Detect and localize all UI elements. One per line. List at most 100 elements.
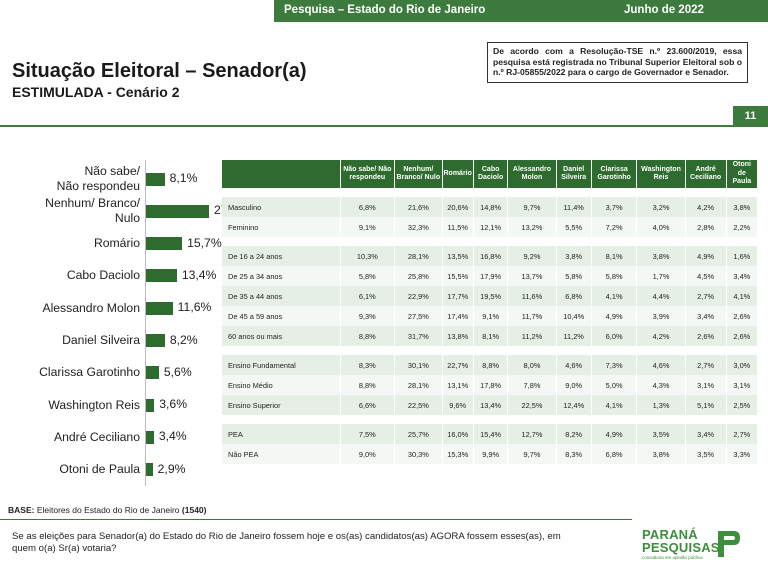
table-cell: 8,1%	[591, 246, 638, 266]
table-cell: 8,2%	[556, 424, 592, 444]
row-label: De 35 a 44 anos	[222, 286, 341, 306]
bar-label: Não sabe/Não respondeu	[56, 164, 140, 193]
table-cell: 2,6%	[685, 326, 727, 346]
row-label: Ensino Médio	[222, 375, 341, 395]
table-cell: 8,8%	[340, 326, 396, 346]
table-cell: 14,8%	[473, 197, 509, 217]
table-cell: 15,5%	[442, 266, 474, 286]
table-cell: 3,8%	[556, 246, 592, 266]
table-cell: 13,2%	[507, 217, 557, 237]
table-cell: 5,0%	[591, 375, 638, 395]
table-row: De 16 a 24 anos 10,3% 28,1% 13,5% 16,8% 9,2% 3…	[222, 246, 759, 266]
row-label: 60 anos ou mais	[222, 326, 341, 346]
group-spacer	[222, 237, 758, 246]
base-note: BASE: Eleitores do Estado do Rio de Jane…	[8, 505, 206, 515]
crosstab-table: Não sabe/ Não respondeu Nenhum/ Branco/ N…	[222, 160, 759, 464]
bar	[146, 366, 159, 380]
table-cell: 8,8%	[473, 355, 509, 375]
table-row: De 45 a 59 anos 9,3% 27,5% 17,4% 9,1% 11,7% 10…	[222, 306, 759, 326]
table-cell: 3,1%	[685, 375, 727, 395]
table-cell: 6,8%	[556, 286, 592, 306]
header-date: Junho de 2022	[624, 4, 704, 16]
table-row: Ensino Fundamental 8,3% 30,1% 22,7% 8,8% 8,0%…	[222, 355, 759, 375]
table-cell: 15,3%	[442, 444, 474, 464]
table-cell: 7,8%	[507, 375, 557, 395]
table-cell: 9,9%	[473, 444, 509, 464]
table-cell: 3,8%	[636, 246, 686, 266]
bar-value-label: 2,9%	[157, 461, 186, 476]
table-cell: 21,6%	[394, 197, 443, 217]
table-cell: 11,7%	[507, 306, 557, 326]
table-header-row: Não sabe/ Não respondeu Nenhum/ Branco/ N…	[222, 160, 759, 188]
bar-label: Alessandro Molon	[42, 300, 140, 315]
table-cell: 25,7%	[394, 424, 443, 444]
table-column-header: Alessandro Molon	[507, 160, 557, 188]
table-column-header: Washington Reis	[636, 160, 686, 188]
table-cell: 4,5%	[685, 266, 727, 286]
row-label: Feminino	[222, 217, 341, 237]
table-cell: 2,7%	[685, 286, 727, 306]
table-cell: 3,0%	[726, 355, 759, 375]
table-cell: 13,7%	[507, 266, 557, 286]
table-row: 60 anos ou mais 8,8% 31,7% 13,8% 8,1% 11,2% 11…	[222, 326, 759, 346]
table-cell: 17,7%	[442, 286, 474, 306]
table-cell: 5,1%	[685, 395, 727, 415]
table-cell: 3,9%	[636, 306, 686, 326]
base-label: BASE:	[8, 505, 35, 515]
page-title: Situação Eleitoral – Senador(a)	[12, 60, 307, 82]
group-spacer	[222, 346, 758, 355]
table-column-header: Daniel Silveira	[556, 160, 592, 188]
table-cell: 9,7%	[507, 197, 557, 217]
table-row: Feminino 9,1% 32,3% 11,5% 12,1% 13,2% 5,5% 7,2%…	[222, 217, 759, 237]
table-cell: 13,5%	[442, 246, 474, 266]
table-cell: 28,1%	[394, 246, 443, 266]
table-column-header: Romário	[442, 160, 474, 188]
row-label: De 25 a 34 anos	[222, 266, 341, 286]
table-cell: 2,7%	[726, 424, 759, 444]
table-cell: 5,8%	[591, 266, 638, 286]
table-cell: 1,3%	[636, 395, 686, 415]
tse-notice: De acordo com a Resolução-TSE n.º 23.600…	[487, 42, 748, 83]
table-cell: 7,5%	[340, 424, 396, 444]
group-spacer	[222, 188, 758, 197]
table-column-header: Nenhum/ Branco/ Nulo	[394, 160, 443, 188]
logo-line2: PESQUISAS	[642, 540, 720, 555]
table-cell: 9,0%	[556, 375, 592, 395]
table-cell: 1,6%	[726, 246, 759, 266]
table-cell: 3,3%	[726, 444, 759, 464]
table-cell: 4,1%	[591, 286, 638, 306]
bar-value-label: 3,6%	[159, 397, 188, 412]
table-row: De 35 a 44 anos 6,1% 22,9% 17,7% 19,5% 11,6% 6…	[222, 286, 759, 306]
bar	[146, 172, 165, 186]
table-cell: 22,7%	[442, 355, 474, 375]
table-column-header: André Ceciliano	[685, 160, 727, 188]
table-cell: 9,3%	[340, 306, 396, 326]
table-cell: 13,8%	[442, 326, 474, 346]
table-cell: 22,9%	[394, 286, 443, 306]
table-cell: 30,3%	[394, 444, 443, 464]
survey-question: Se as eleições para Senador(a) do Estado…	[12, 531, 561, 554]
table-cell: 3,8%	[726, 197, 759, 217]
table-corner-cell	[222, 160, 341, 188]
table-cell: 17,9%	[473, 266, 509, 286]
table-row: Não PEA 9,0% 30,3% 15,3% 9,9% 9,7% 8,3% 6,8% 3,8…	[222, 444, 759, 464]
row-label: De 16 a 24 anos	[222, 246, 341, 266]
table-cell: 27,5%	[394, 306, 443, 326]
table-cell: 20,6%	[442, 197, 474, 217]
bar-label: Otoni de Paula	[59, 462, 140, 477]
table-cell: 9,1%	[340, 217, 396, 237]
table-cell: 32,3%	[394, 217, 443, 237]
table-cell: 3,1%	[726, 375, 759, 395]
table-cell: 6,8%	[591, 444, 638, 464]
table-cell: 11,2%	[556, 326, 592, 346]
row-label: Ensino Superior	[222, 395, 341, 415]
table-cell: 9,7%	[507, 444, 557, 464]
table-cell: 3,2%	[636, 197, 686, 217]
table-row: Ensino Superior 6,6% 22,5% 9,6% 13,4% 22,5% 12…	[222, 395, 759, 415]
table-cell: 8,0%	[507, 355, 557, 375]
table-cell: 4,2%	[636, 326, 686, 346]
table-cell: 11,2%	[507, 326, 557, 346]
bar-label: Clarissa Garotinho	[39, 365, 140, 380]
bar	[146, 237, 183, 251]
